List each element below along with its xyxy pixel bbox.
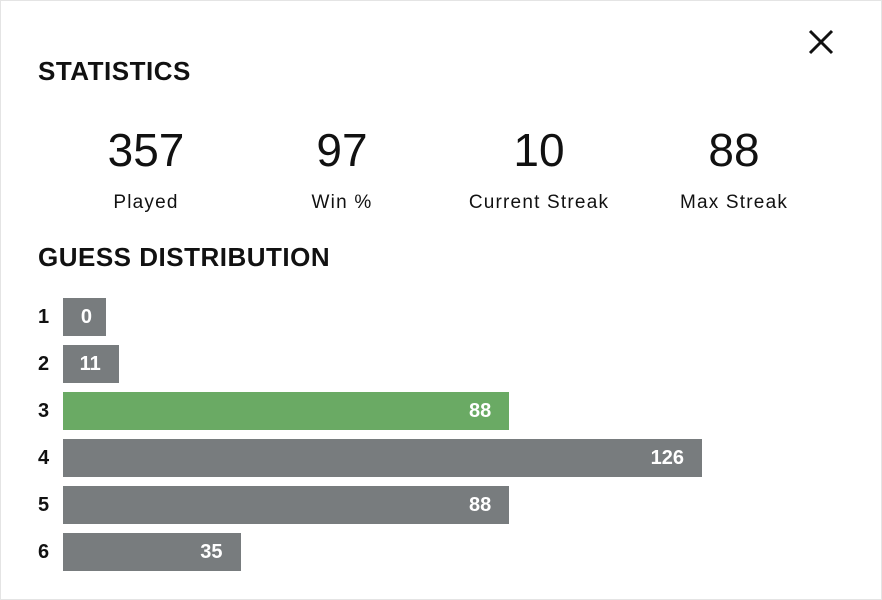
distribution-bar: 11: [63, 345, 119, 383]
stat-value: 357: [107, 124, 185, 176]
guess-number: 5: [38, 494, 50, 516]
bar-count: 0: [80, 306, 92, 328]
distribution-bar: 0: [63, 298, 106, 336]
guess-number: 2: [38, 353, 50, 375]
stat-value: 88: [708, 124, 760, 176]
bar-count: 88: [469, 494, 492, 516]
guess-number: 4: [38, 447, 50, 469]
stat-label: Current Streak: [468, 192, 610, 213]
distribution-bar: 88: [63, 392, 510, 430]
bar-count: 11: [79, 353, 101, 375]
guess-number: 1: [38, 306, 50, 328]
distribution-bar: 35: [63, 533, 241, 571]
distribution-bar: 126: [63, 439, 702, 477]
bar-count: 126: [650, 447, 684, 469]
close-button[interactable]: [806, 27, 836, 57]
distribution-bar: 88: [63, 486, 510, 524]
title: STATISTICS: [38, 56, 191, 86]
stat-label: Max Streak: [679, 192, 789, 213]
bar-count: 35: [200, 541, 223, 563]
stat-value: 10: [513, 124, 565, 176]
stat-value: 97: [316, 124, 368, 176]
stat-label: Win %: [311, 192, 373, 213]
section-title: GUESS DISTRIBUTION: [38, 242, 331, 272]
bar-count: 88: [469, 400, 492, 422]
guess-number: 3: [38, 400, 50, 422]
guess-number: 6: [38, 541, 50, 563]
stat-label: Played: [113, 192, 179, 213]
